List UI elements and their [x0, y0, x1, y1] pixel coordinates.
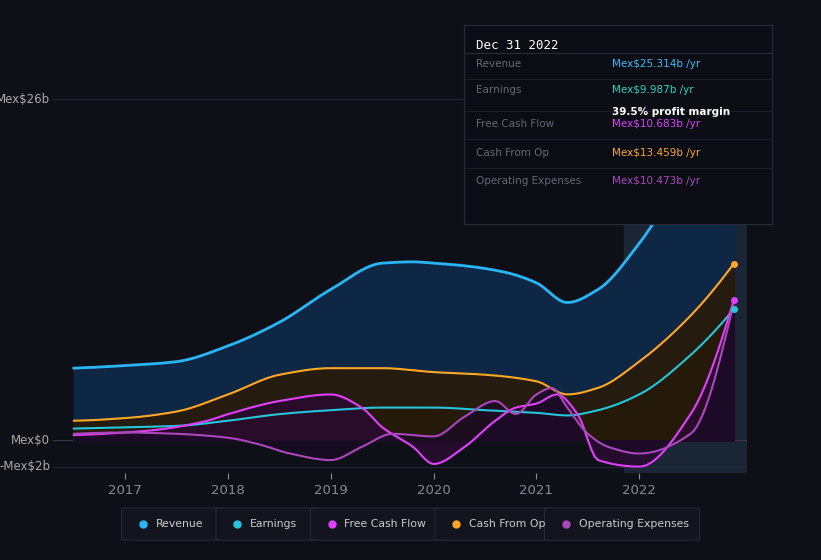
Text: Mex$25.314b /yr: Mex$25.314b /yr — [612, 59, 699, 69]
Text: Cash From Op: Cash From Op — [476, 148, 549, 158]
FancyBboxPatch shape — [216, 508, 318, 540]
Text: Free Cash Flow: Free Cash Flow — [476, 119, 554, 129]
Text: Dec 31 2022: Dec 31 2022 — [476, 39, 558, 52]
FancyBboxPatch shape — [122, 508, 223, 540]
Text: Mex$10.683b /yr: Mex$10.683b /yr — [612, 119, 699, 129]
Text: Free Cash Flow: Free Cash Flow — [345, 519, 426, 529]
FancyBboxPatch shape — [310, 508, 443, 540]
Text: Earnings: Earnings — [250, 519, 297, 529]
Text: Mex$26b: Mex$26b — [0, 92, 50, 105]
FancyBboxPatch shape — [544, 508, 699, 540]
Text: Earnings: Earnings — [476, 85, 521, 95]
Text: Mex$0: Mex$0 — [11, 434, 50, 447]
Text: Revenue: Revenue — [155, 519, 203, 529]
Bar — [624, 73, 752, 473]
Text: Revenue: Revenue — [476, 59, 521, 69]
Text: Cash From Op: Cash From Op — [469, 519, 545, 529]
Text: Mex$13.459b /yr: Mex$13.459b /yr — [612, 148, 699, 158]
Text: Operating Expenses: Operating Expenses — [476, 176, 581, 186]
Text: Mex$10.473b /yr: Mex$10.473b /yr — [612, 176, 699, 186]
FancyBboxPatch shape — [435, 508, 553, 540]
Text: Mex$9.987b /yr: Mex$9.987b /yr — [612, 85, 693, 95]
Text: Operating Expenses: Operating Expenses — [579, 519, 689, 529]
Text: -Mex$2b: -Mex$2b — [0, 460, 50, 473]
Text: 39.5% profit margin: 39.5% profit margin — [612, 107, 730, 116]
